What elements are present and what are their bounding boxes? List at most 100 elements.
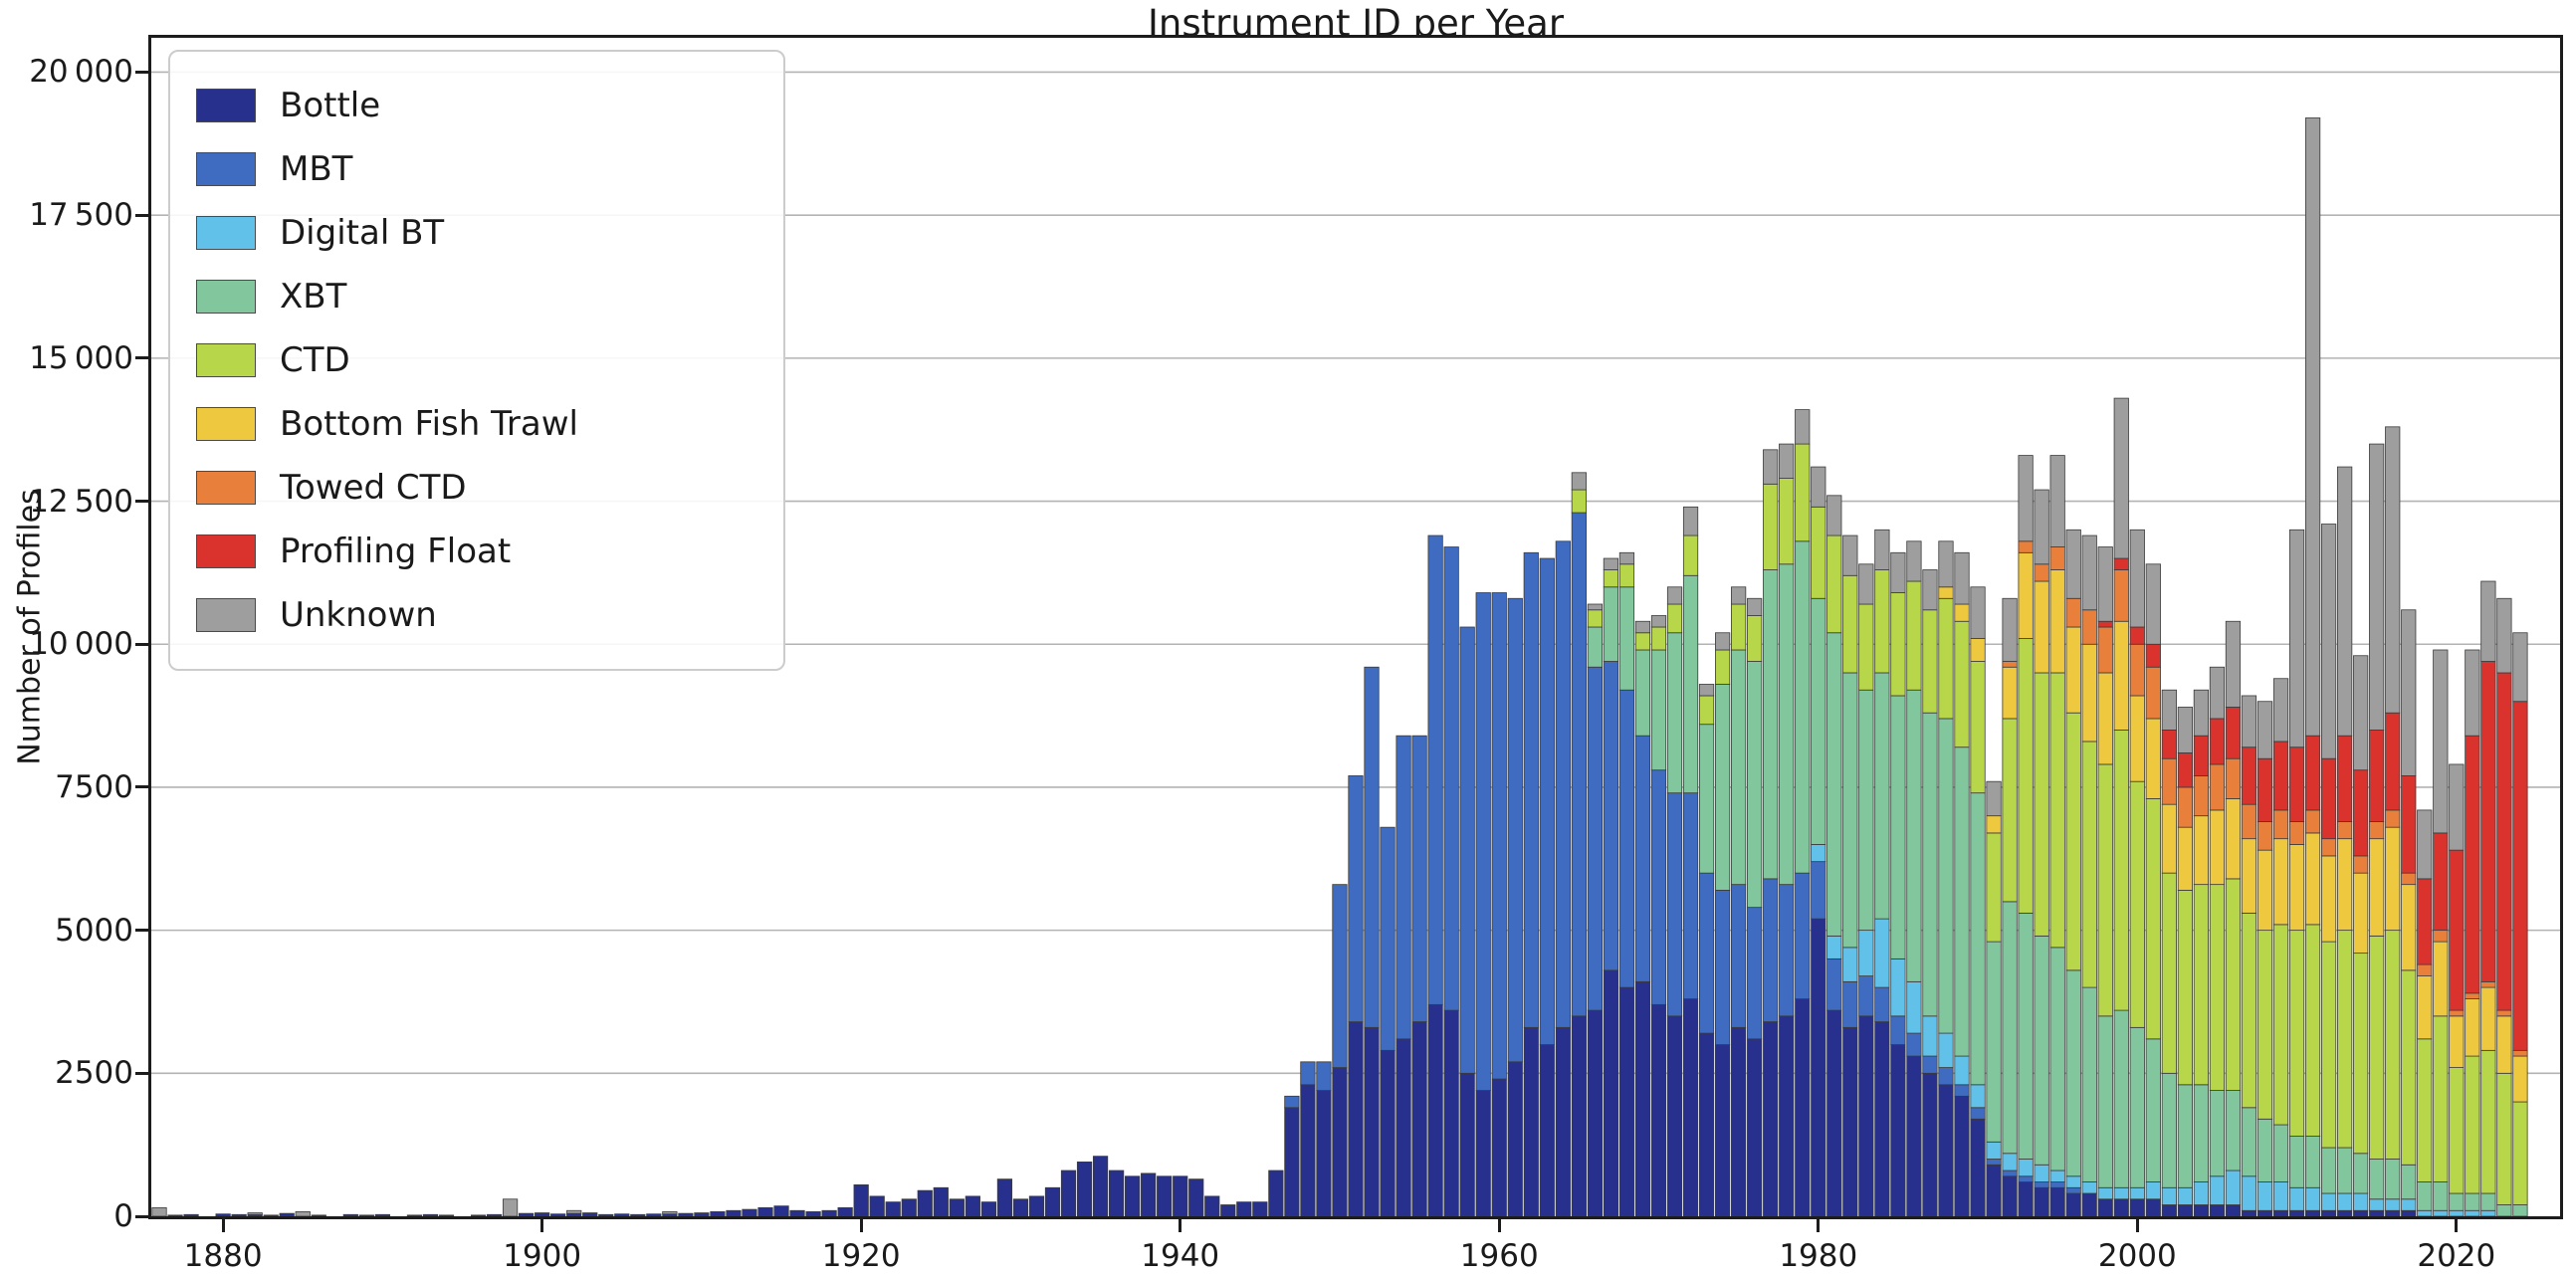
bar-segment — [2256, 701, 2273, 759]
bar-segment — [2145, 563, 2161, 645]
x-tick-mark — [2135, 1219, 2139, 1232]
bar-segment — [1938, 1067, 1954, 1086]
bar-segment — [1459, 1072, 1475, 1216]
legend-item: Unknown — [196, 583, 753, 647]
bar-segment — [1986, 1159, 2002, 1166]
bar-segment — [2288, 1136, 2305, 1188]
bar-segment — [1236, 1201, 1252, 1216]
x-tick-mark — [540, 1219, 544, 1232]
bar-segment — [1986, 1164, 2002, 1216]
bar-segment — [2225, 1170, 2242, 1205]
bar-segment — [1316, 1061, 1332, 1091]
bar-segment — [2065, 1186, 2081, 1194]
bar-segment — [1747, 661, 1763, 909]
bar-segment — [2320, 1209, 2337, 1216]
bar-segment — [1747, 907, 1763, 1040]
bar-segment — [2145, 1181, 2161, 1200]
bar-segment — [2385, 809, 2401, 828]
bar-segment — [1890, 592, 1906, 697]
bar-segment — [2049, 1170, 2065, 1182]
legend-swatch — [196, 152, 256, 186]
bar-segment — [2018, 912, 2034, 1160]
bar-segment — [2288, 821, 2305, 845]
bar-segment — [757, 1206, 773, 1216]
bar-segment — [2113, 1186, 2129, 1200]
bar-segment — [1634, 980, 1651, 1216]
legend-label: Towed CTD — [280, 468, 467, 508]
bar-segment — [1411, 1021, 1427, 1216]
bar-segment — [2129, 780, 2145, 1028]
bar-segment — [1300, 1084, 1316, 1216]
legend-label: Profiling Float — [280, 532, 512, 571]
bar-segment — [1938, 1032, 1954, 1068]
bar-segment — [1938, 540, 1954, 588]
bar-segment — [1523, 551, 1539, 1028]
bar-segment — [2353, 1153, 2369, 1194]
bar-segment — [2496, 1072, 2512, 1205]
bar-segment — [2081, 643, 2097, 743]
bar-segment — [2177, 1204, 2193, 1216]
bar-segment — [566, 1209, 582, 1214]
bar-segment — [1411, 735, 1427, 1022]
bar-segment — [1571, 472, 1587, 491]
bar-segment — [2256, 849, 2273, 932]
bar-segment — [1858, 689, 1874, 932]
bar-segment — [1252, 1201, 1268, 1216]
bar-segment — [1795, 872, 1811, 1000]
bar-segment — [2353, 872, 2369, 955]
bar-segment — [2433, 649, 2449, 834]
y-tick-label: 15 000 — [29, 339, 133, 376]
bar-segment — [2288, 746, 2305, 822]
bar-segment — [2177, 786, 2193, 828]
bar-segment — [1603, 586, 1619, 662]
bar-segment — [2385, 1159, 2401, 1200]
bar-segment — [2320, 1147, 2337, 1194]
bar-segment — [2065, 712, 2081, 971]
bar-segment — [2034, 489, 2049, 565]
bar-segment — [2465, 735, 2480, 994]
bar-segment — [406, 1214, 423, 1216]
bar-segment — [2034, 1186, 2049, 1216]
bar-segment — [2225, 798, 2242, 880]
bar-segment — [566, 1212, 582, 1216]
bar-segment — [2369, 443, 2385, 731]
bar-segment — [2385, 426, 2401, 714]
bar-segment — [2113, 730, 2129, 1011]
bar-segment — [151, 1206, 167, 1216]
bar-segment — [1332, 1067, 1348, 1216]
bar-segment — [2002, 718, 2018, 903]
bar-segment — [2288, 1186, 2305, 1211]
bar-segment — [1970, 638, 1986, 662]
bar-segment — [1842, 574, 1858, 674]
bar-segment — [2288, 844, 2305, 932]
bar-segment — [1795, 540, 1811, 874]
bar-segment — [1618, 986, 1635, 1216]
bar-segment — [2385, 930, 2401, 1160]
bar-segment — [295, 1211, 311, 1216]
bar-segment — [2002, 661, 2018, 668]
bar-segment — [2002, 597, 2018, 662]
legend-swatch — [196, 471, 256, 505]
bar-segment — [2002, 901, 2018, 1155]
bar-segment — [1332, 884, 1348, 1068]
bar-segment — [1666, 792, 1683, 1017]
bar-segment — [1874, 529, 1890, 570]
bar-segment — [773, 1205, 789, 1216]
bar-segment — [2129, 626, 2145, 645]
bar-segment — [2129, 1026, 2145, 1188]
bar-segment — [2256, 1209, 2273, 1216]
y-tick-mark — [135, 1214, 148, 1218]
bar-segment — [646, 1213, 662, 1216]
bar-segment — [1731, 1026, 1747, 1216]
bar-segment — [2465, 998, 2480, 1057]
x-tick-mark — [1817, 1219, 1821, 1232]
bar-segment — [1587, 666, 1604, 1011]
bar-segment — [2097, 1015, 2113, 1188]
bar-segment — [1731, 603, 1747, 651]
bar-segment — [1395, 1038, 1411, 1216]
bar-segment — [1666, 603, 1683, 634]
bar-segment — [1603, 569, 1619, 588]
bar-segment — [2417, 975, 2433, 1040]
bar-segment — [2018, 1181, 2034, 1216]
bar-segment — [1747, 615, 1763, 662]
